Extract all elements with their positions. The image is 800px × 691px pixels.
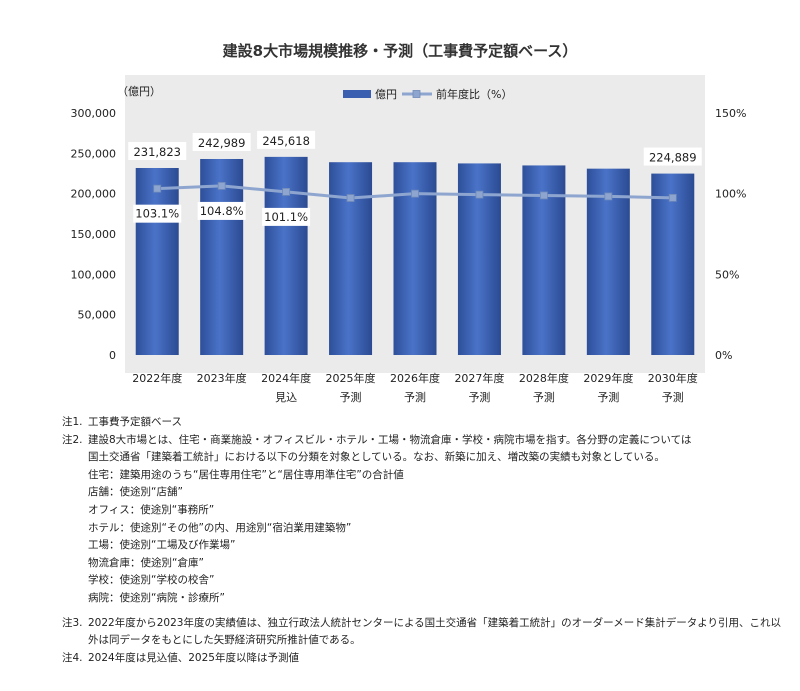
bar bbox=[651, 173, 695, 355]
bar-value-label-bg bbox=[128, 141, 187, 160]
note: 注1. 工事費予定額ベース bbox=[62, 414, 782, 432]
note: 注3. 2022年度から2023年度の実績値は、独立行政法人統計センターによる国土… bbox=[62, 615, 782, 650]
x-tick-sublabel: 予測 bbox=[662, 390, 684, 404]
legend: 億円 前年度比（%） bbox=[343, 87, 512, 101]
note-line: 国土交通省「建築着工統計」における以下の分類を対象としている。なお、新築に加え、… bbox=[88, 451, 665, 464]
note-label: 注3. bbox=[62, 616, 83, 629]
x-tick-sublabel: 見込 bbox=[275, 391, 297, 404]
note-line: 学校：使途別“学校の校舎” bbox=[88, 574, 215, 587]
y-right-tick-label: 50% bbox=[715, 268, 739, 281]
x-tick-sublabel: 予測 bbox=[340, 390, 362, 404]
y-left-tick-label: 100,000 bbox=[71, 268, 117, 281]
x-tick-label: 2022年度 bbox=[132, 371, 182, 385]
note-gap bbox=[62, 608, 782, 615]
legend-line-marker bbox=[412, 90, 421, 98]
note: 注4. 2024年度は見込値、2025年度以降は予測値 bbox=[62, 650, 782, 668]
x-tick-sublabel: 予測 bbox=[468, 390, 490, 404]
x-tick-label: 2029年度 bbox=[583, 371, 633, 385]
x-tick-label: 2026年度 bbox=[390, 371, 440, 385]
note: 注2. 建設8大市場とは、住宅・商業施設・オフィスビル・ホテル・工場・物流倉庫・学… bbox=[62, 432, 782, 608]
line-point bbox=[539, 191, 548, 200]
line-value-label-bg bbox=[133, 204, 182, 223]
x-tick-label: 2027年度 bbox=[454, 371, 504, 385]
x-tick-label: 2023年度 bbox=[197, 371, 247, 385]
line-point bbox=[346, 194, 355, 202]
bar-value-label-bg bbox=[257, 130, 316, 149]
note-body: 2024年度は見込値、2025年度以降は予測値 bbox=[88, 650, 782, 668]
line-point bbox=[668, 193, 677, 202]
bar bbox=[264, 156, 308, 355]
bar bbox=[135, 167, 179, 355]
note-line: 2024年度は見込値、2025年度以降は予測値 bbox=[88, 651, 299, 664]
line-point bbox=[475, 190, 484, 199]
x-tick-label: 2028年度 bbox=[519, 371, 569, 385]
y-left-tick-label: 150,000 bbox=[71, 228, 117, 241]
x-tick-sublabel: 予測 bbox=[597, 390, 619, 404]
bar-value-label: 224,889 bbox=[649, 151, 697, 165]
bar bbox=[200, 158, 244, 355]
note-line: 住宅：建築用途のうち“居住専用住宅”と“居住専用準住宅”の合計値 bbox=[88, 468, 404, 481]
bar-value-label-bg bbox=[643, 147, 702, 166]
note-line: オフィス：使途別“事務所” bbox=[88, 503, 215, 516]
note-label: 注4. bbox=[62, 651, 83, 664]
bar-value-label-bg bbox=[192, 132, 251, 151]
bar-value-label: 245,618 bbox=[262, 134, 310, 148]
notes: 注1. 工事費予定額ベース 注2. 建設8大市場とは、住宅・商業施設・オフィスビル・ホ… bbox=[62, 414, 782, 667]
line-point bbox=[411, 189, 419, 198]
note-line: 病院：使途別“病院・診療所” bbox=[88, 591, 225, 604]
bar bbox=[329, 162, 373, 355]
note-line: ホテル：使途別“その他”の内、用途別“宿泊業用建築物” bbox=[88, 521, 352, 534]
legend-line-label: 前年度比（%） bbox=[436, 87, 512, 101]
line-point bbox=[604, 192, 613, 201]
y-left-tick-label: 0 bbox=[109, 349, 116, 362]
bar-value-label: 242,989 bbox=[198, 136, 246, 150]
line-value-label-bg bbox=[197, 201, 246, 220]
note-line: 工事費予定額ベース bbox=[88, 416, 182, 428]
y-right-tick-label: 100% bbox=[715, 188, 746, 201]
y-left-tick-label: 250,000 bbox=[71, 147, 117, 160]
y-left-tick-label: 200,000 bbox=[71, 188, 117, 201]
line-value-label: 103.1% bbox=[135, 207, 179, 221]
y-right-tick-label: 0% bbox=[715, 349, 732, 362]
note-body: 2022年度から2023年度の実績値は、独立行政法人統計センターによる国土交通省… bbox=[88, 615, 782, 650]
x-tick-label: 2024年度 bbox=[261, 371, 311, 385]
line-point bbox=[153, 184, 162, 193]
x-tick-label: 2030年度 bbox=[648, 371, 698, 385]
x-tick-sublabel: 予測 bbox=[533, 390, 555, 404]
y-left-tick-label: 300,000 bbox=[71, 107, 117, 120]
line-point bbox=[282, 187, 291, 196]
y-right-tick-label: 150% bbox=[715, 107, 746, 120]
note-line: 工場：使途別“工場及び作業場” bbox=[88, 539, 236, 552]
legend-bar-swatch bbox=[343, 90, 371, 98]
line-value-label: 101.1% bbox=[264, 210, 308, 224]
line-point bbox=[217, 182, 226, 190]
bar-value-label: 231,823 bbox=[133, 145, 181, 159]
note-body: 工事費予定額ベース bbox=[88, 414, 782, 432]
note-label: 注1. bbox=[62, 416, 83, 428]
line-value-label: 104.8% bbox=[200, 204, 244, 218]
note-line: 建設8大市場とは、住宅・商業施設・オフィスビル・ホテル・工場・物流倉庫・学校・病… bbox=[88, 433, 692, 446]
x-tick-sublabel: 予測 bbox=[404, 390, 426, 404]
y-unit-label: （億円） bbox=[117, 85, 161, 98]
note-line: 店舗：使途別“店舗” bbox=[88, 486, 183, 499]
note-label: 注2. bbox=[62, 433, 83, 446]
line-value-label-bg bbox=[262, 207, 311, 226]
y-left-tick-label: 50,000 bbox=[78, 309, 117, 322]
legend-bar-label: 億円 bbox=[375, 88, 397, 101]
x-tick-label: 2025年度 bbox=[326, 371, 376, 385]
chart: 0 50,000 100,000 150,000 200,000 250,000 300,0… bbox=[71, 75, 746, 404]
chart-title: 建設8大市場規模推移・予測（工事費予定額ベース） bbox=[222, 42, 578, 60]
note-line: 2022年度から2023年度の実績値は、独立行政法人統計センターによる国土交通省… bbox=[88, 616, 781, 647]
note-body: 建設8大市場とは、住宅・商業施設・オフィスビル・ホテル・工場・物流倉庫・学校・病… bbox=[88, 432, 782, 608]
note-line: 物流倉庫：使途別“倉庫” bbox=[88, 556, 204, 569]
